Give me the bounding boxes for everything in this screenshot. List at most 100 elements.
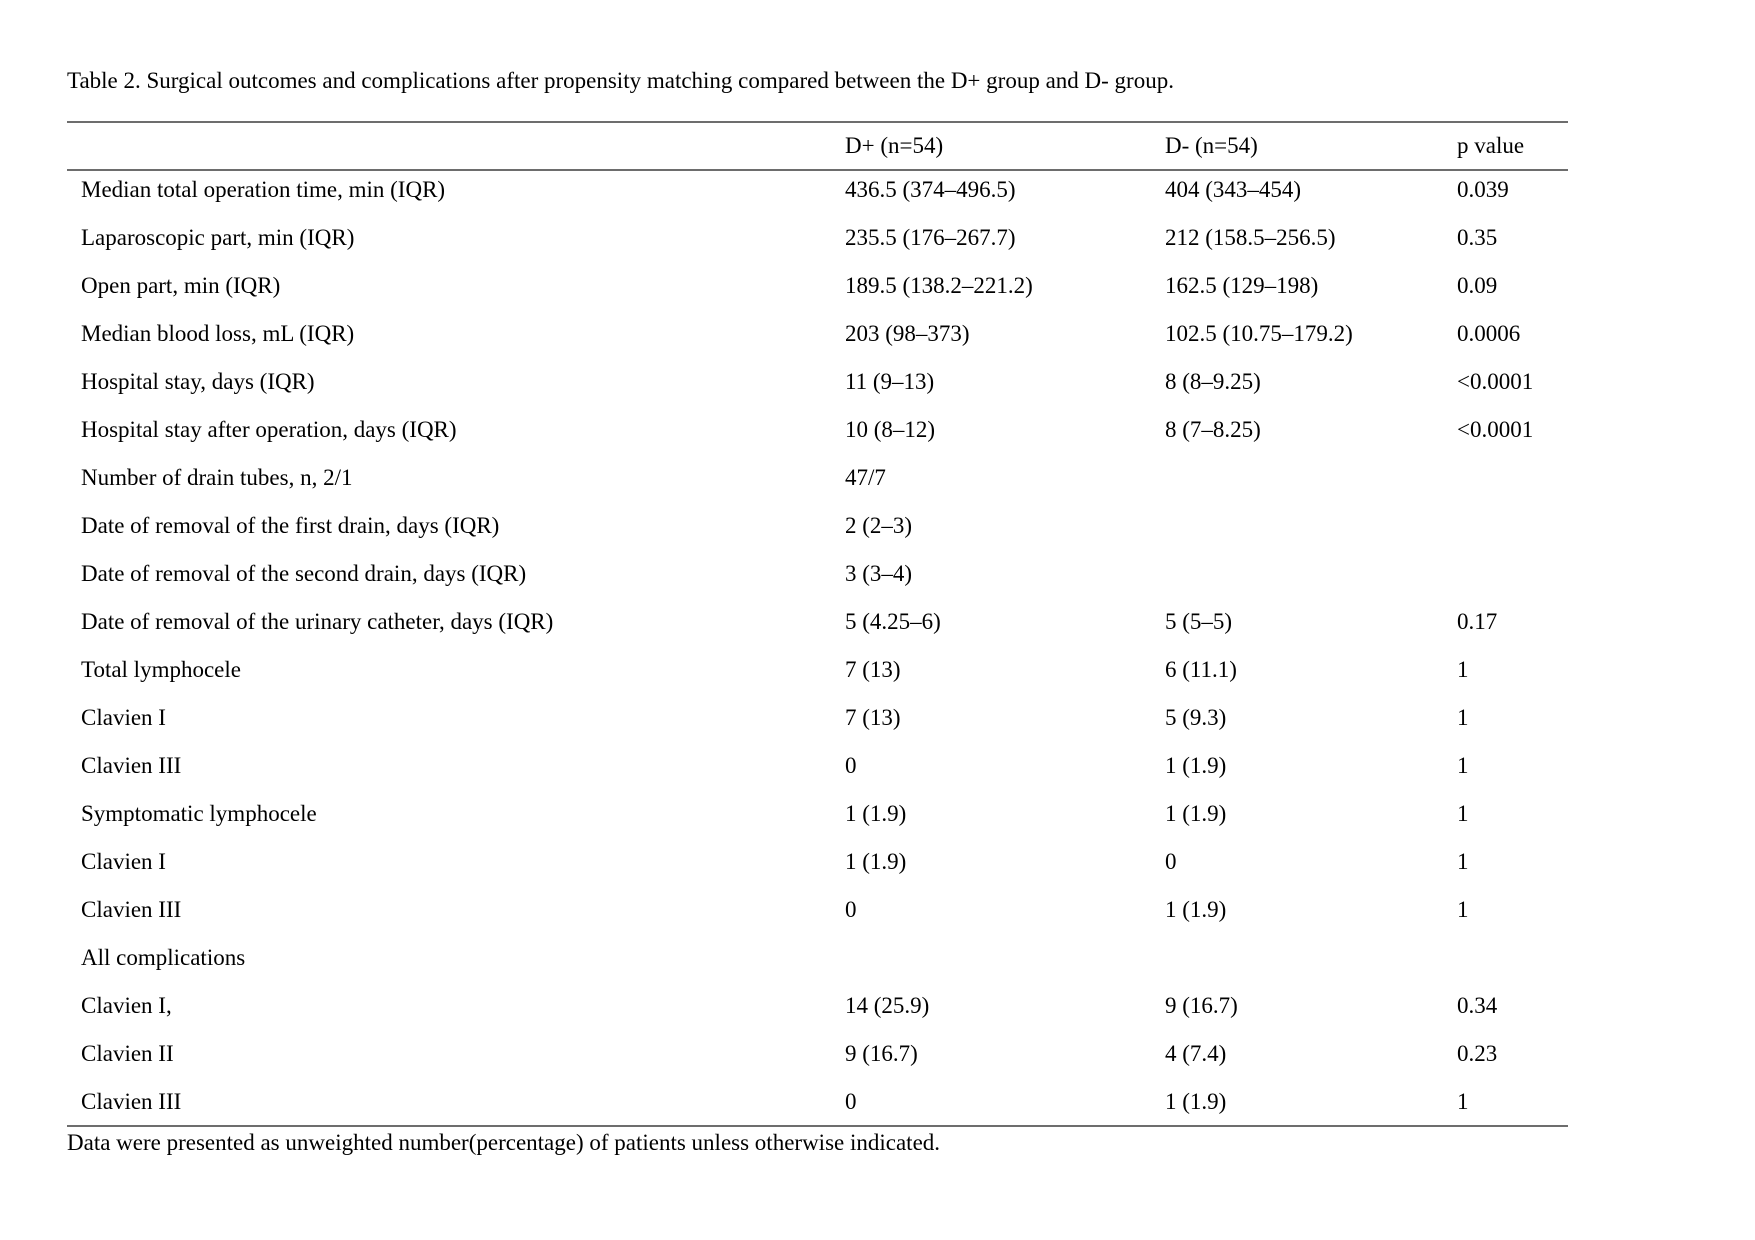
row-p-value: 1	[1457, 849, 1469, 874]
table-row: Hospital stay after operation, days (IQR…	[67, 406, 1568, 454]
row-p-value: 1	[1457, 705, 1469, 730]
row-label: All complications	[81, 945, 246, 970]
row-label: Open part, min (IQR)	[81, 273, 281, 298]
row-label: Hospital stay, days (IQR)	[81, 369, 315, 394]
row-p-value: 1	[1457, 801, 1469, 826]
table-header-row: D+ (n=54) D- (n=54) p value	[67, 122, 1568, 170]
table-row: Clavien I, 14 (25.9) 9 (16.7) 0.34	[67, 982, 1568, 1030]
row-p-value: 1	[1457, 1089, 1469, 1114]
table-row: Open part, min (IQR) 189.5 (138.2–221.2)…	[67, 262, 1568, 310]
row-value-dminus: 212 (158.5–256.5)	[1165, 225, 1336, 250]
row-p-value: 0.17	[1457, 609, 1498, 634]
row-label: Number of drain tubes, n, 2/1	[81, 465, 353, 490]
row-label: Hospital stay after operation, days (IQR…	[81, 417, 457, 442]
row-label: Median total operation time, min (IQR)	[81, 177, 446, 202]
row-value-dplus: 7 (13)	[845, 705, 901, 730]
table-row: Median total operation time, min (IQR) 4…	[67, 166, 1568, 214]
table-footnote: Data were presented as unweighted number…	[67, 1130, 941, 1155]
row-value-dminus: 0	[1165, 849, 1177, 874]
table-row: Median blood loss, mL (IQR) 203 (98–373)…	[67, 310, 1568, 358]
table-row: Date of removal of the first drain, days…	[67, 502, 1568, 550]
row-label: Laparoscopic part, min (IQR)	[81, 225, 355, 250]
row-value-dplus: 1 (1.9)	[845, 849, 907, 874]
row-label: Median blood loss, mL (IQR)	[81, 321, 355, 346]
table-row: Clavien III 0 1 (1.9) 1	[67, 742, 1568, 790]
table-row: Symptomatic lymphocele 1 (1.9) 1 (1.9) 1	[67, 790, 1568, 838]
row-value-dminus: 1 (1.9)	[1165, 753, 1227, 778]
table-body: Median total operation time, min (IQR) 4…	[67, 166, 1568, 1126]
row-value-dminus: 1 (1.9)	[1165, 1089, 1227, 1114]
row-value-dplus: 11 (9–13)	[845, 369, 935, 394]
row-p-value: <0.0001	[1457, 417, 1534, 442]
row-label: Date of removal of the second drain, day…	[81, 561, 527, 586]
row-label: Clavien I,	[81, 993, 172, 1018]
row-value-dplus: 5 (4.25–6)	[845, 609, 941, 634]
table-row: Clavien I 1 (1.9) 0 1	[67, 838, 1568, 886]
row-label: Clavien I	[81, 705, 166, 730]
row-value-dminus: 102.5 (10.75–179.2)	[1165, 321, 1353, 346]
row-value-dplus: 0	[845, 1089, 857, 1114]
row-value-dplus: 9 (16.7)	[845, 1041, 918, 1066]
table-row: Clavien III 0 1 (1.9) 1	[67, 1078, 1568, 1126]
table-caption: Table 2. Surgical outcomes and complicat…	[67, 68, 1174, 93]
table-bottom-rule	[67, 1125, 1568, 1127]
row-value-dminus: 8 (8–9.25)	[1165, 369, 1261, 394]
row-value-dminus: 4 (7.4)	[1165, 1041, 1227, 1066]
row-value-dminus: 5 (9.3)	[1165, 705, 1227, 730]
row-value-dplus: 3 (3–4)	[845, 561, 913, 586]
column-header-p-value: p value	[1457, 133, 1525, 158]
column-header-dplus: D+ (n=54)	[845, 133, 944, 158]
table-row: Date of removal of the urinary catheter,…	[67, 598, 1568, 646]
row-p-value: 0.35	[1457, 225, 1498, 250]
row-value-dminus: 6 (11.1)	[1165, 657, 1237, 682]
row-value-dplus: 0	[845, 753, 857, 778]
row-label: Clavien I	[81, 849, 166, 874]
row-p-value: 0.039	[1457, 177, 1509, 202]
row-value-dplus: 0	[845, 897, 857, 922]
table-row: Clavien II 9 (16.7) 4 (7.4) 0.23	[67, 1030, 1568, 1078]
row-value-dplus: 7 (13)	[845, 657, 901, 682]
row-value-dplus: 14 (25.9)	[845, 993, 930, 1018]
table-row: Hospital stay, days (IQR) 11 (9–13) 8 (8…	[67, 358, 1568, 406]
row-value-dminus: 404 (343–454)	[1165, 177, 1302, 202]
row-label: Date of removal of the first drain, days…	[81, 513, 500, 538]
row-p-value: 0.34	[1457, 993, 1498, 1018]
row-value-dplus: 10 (8–12)	[845, 417, 936, 442]
row-label: Clavien III	[81, 1089, 182, 1114]
row-value-dminus: 9 (16.7)	[1165, 993, 1238, 1018]
row-p-value: 0.0006	[1457, 321, 1521, 346]
row-value-dplus: 2 (2–3)	[845, 513, 913, 538]
row-value-dminus: 5 (5–5)	[1165, 609, 1233, 634]
row-value-dminus: 8 (7–8.25)	[1165, 417, 1261, 442]
row-label: Clavien III	[81, 753, 182, 778]
row-value-dplus: 436.5 (374–496.5)	[845, 177, 1016, 202]
row-p-value: 1	[1457, 753, 1469, 778]
table-row: All complications	[67, 934, 1568, 982]
row-value-dplus: 189.5 (138.2–221.2)	[845, 273, 1033, 298]
column-header-dminus: D- (n=54)	[1165, 133, 1258, 158]
table-row: Clavien I 7 (13) 5 (9.3) 1	[67, 694, 1568, 742]
row-p-value: 0.23	[1457, 1041, 1498, 1066]
table-top-rule	[67, 121, 1568, 123]
table-row: Total lymphocele 7 (13) 6 (11.1) 1	[67, 646, 1568, 694]
row-label: Date of removal of the urinary catheter,…	[81, 609, 554, 634]
row-value-dplus: 47/7	[845, 465, 886, 490]
row-label: Clavien III	[81, 897, 182, 922]
row-value-dminus: 1 (1.9)	[1165, 801, 1227, 826]
row-value-dplus: 235.5 (176–267.7)	[845, 225, 1016, 250]
row-value-dminus: 1 (1.9)	[1165, 897, 1227, 922]
table-header-bottom-rule	[67, 169, 1568, 171]
row-value-dplus: 203 (98–373)	[845, 321, 970, 346]
row-label: Clavien II	[81, 1041, 174, 1066]
row-p-value: 1	[1457, 897, 1469, 922]
row-p-value: 1	[1457, 657, 1469, 682]
table-row: Clavien III 0 1 (1.9) 1	[67, 886, 1568, 934]
table-row: Date of removal of the second drain, day…	[67, 550, 1568, 598]
table-row: Number of drain tubes, n, 2/1 47/7	[67, 454, 1568, 502]
row-value-dplus: 1 (1.9)	[845, 801, 907, 826]
table-row: Laparoscopic part, min (IQR) 235.5 (176–…	[67, 214, 1568, 262]
row-label: Symptomatic lymphocele	[81, 801, 317, 826]
row-p-value: <0.0001	[1457, 369, 1534, 394]
row-value-dminus: 162.5 (129–198)	[1165, 273, 1319, 298]
